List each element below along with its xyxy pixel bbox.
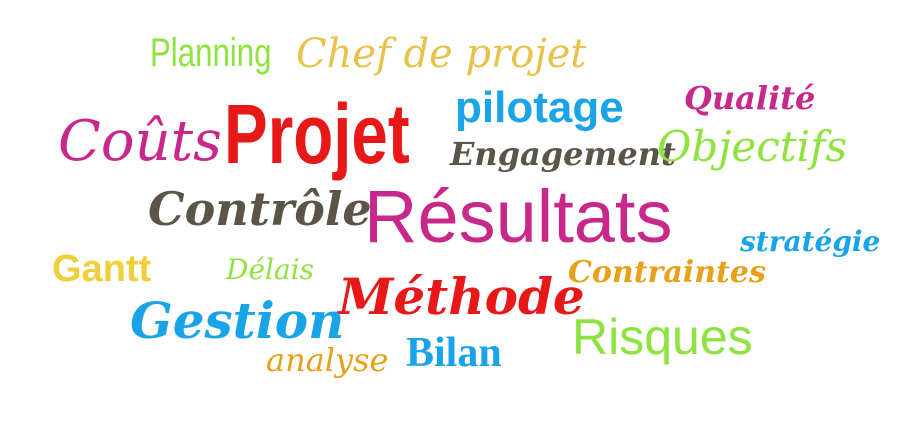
word-delais: Délais <box>226 253 314 286</box>
word-contraintes: Contraintes <box>568 255 766 290</box>
word-chef-de-projet: Chef de projet <box>296 31 587 77</box>
word-pilotage: pilotage <box>455 83 624 132</box>
word-bilan: Bilan <box>406 330 502 376</box>
word-qualite: Qualité <box>684 79 816 117</box>
word-projet: Projet <box>224 87 410 181</box>
word-engagement: Engagement <box>450 135 676 173</box>
word-gantt: Gantt <box>52 248 152 290</box>
word-planning: Planning <box>150 31 272 75</box>
word-gestion: Gestion <box>130 291 345 350</box>
word-analyse: analyse <box>266 341 389 379</box>
word-objectifs: Objectifs <box>657 122 848 171</box>
word-strategie: stratégie <box>740 225 881 258</box>
word-risques: Risques <box>572 309 753 365</box>
word-resultats: Résultats <box>364 175 673 258</box>
word-controle: Contrôle <box>148 182 372 236</box>
word-methode: Méthode <box>338 267 585 326</box>
word-couts: Coûts <box>58 109 222 174</box>
